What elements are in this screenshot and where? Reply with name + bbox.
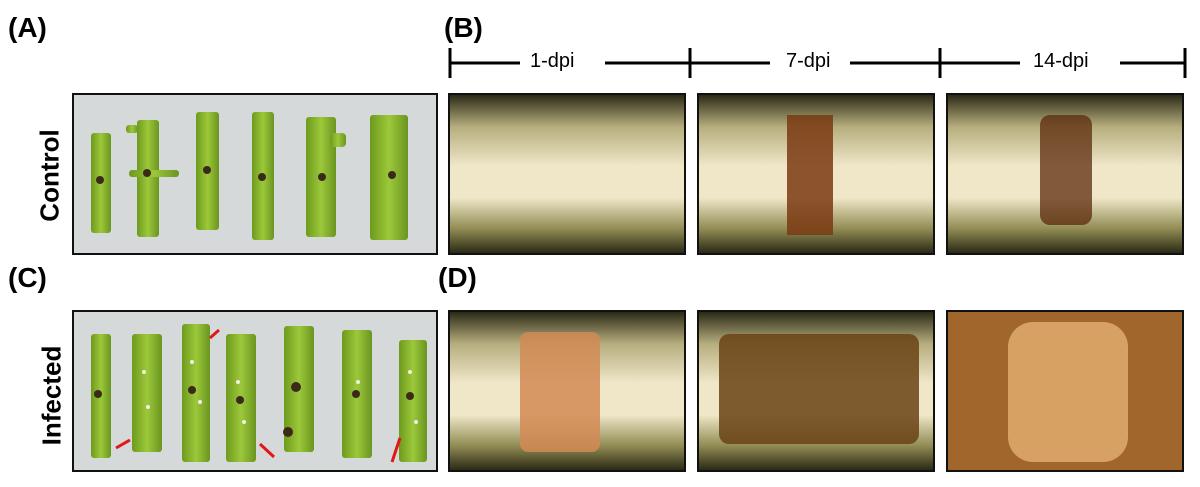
lesion-mark [787,115,833,235]
infected-section-7dpi [697,310,935,472]
panel-label-d: (D) [438,262,477,293]
control-stems-drawing [91,112,408,240]
infected-section-1dpi [448,310,686,472]
control-section-7dpi [697,93,935,255]
control-section-1dpi [448,93,686,255]
panel-label-a: (A) [8,12,47,43]
lesion-mark [1040,115,1092,225]
timeline-label-14dpi: 14-dpi [1025,50,1097,73]
timeline-label-1dpi: 1-dpi [522,50,583,73]
lesion-mark [719,334,919,444]
control-stems-photo [72,93,438,255]
infected-stems-drawing [91,324,427,463]
infected-section-14dpi [946,310,1184,472]
infected-stems-photo [72,310,438,472]
lesion-mark [520,332,600,452]
panel-label-c: (C) [8,262,47,293]
control-section-14dpi [946,93,1184,255]
panel-label-b: (B) [444,12,483,43]
lesion-mark [1008,322,1128,462]
timeline-label-7dpi: 7-dpi [778,50,839,73]
